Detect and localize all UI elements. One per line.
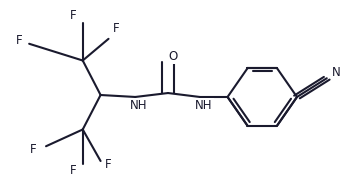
Text: F: F — [16, 34, 22, 47]
Text: N: N — [332, 66, 341, 79]
Text: F: F — [30, 143, 37, 156]
Text: F: F — [69, 164, 76, 177]
Text: NH: NH — [195, 99, 213, 112]
Text: F: F — [69, 9, 76, 22]
Text: NH: NH — [129, 99, 147, 112]
Text: O: O — [168, 50, 178, 63]
Text: F: F — [113, 22, 120, 36]
Text: F: F — [105, 158, 112, 171]
